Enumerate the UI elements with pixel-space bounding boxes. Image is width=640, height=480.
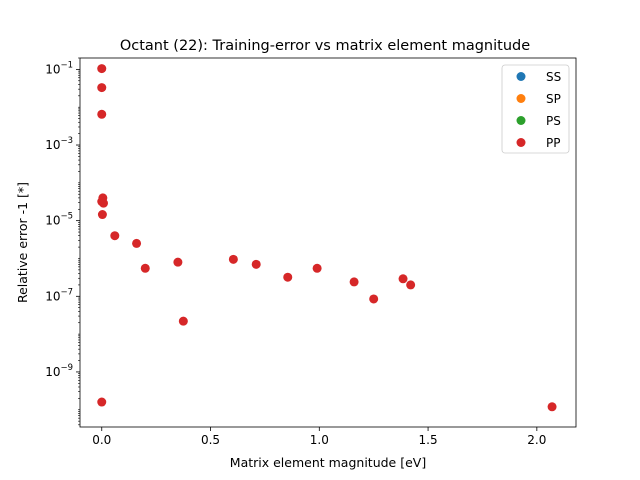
data-point-pp [97, 397, 107, 407]
data-point-pp [97, 83, 107, 93]
y-tick-label: 10−1 [45, 60, 73, 76]
data-point-pp [110, 231, 120, 241]
data-point-pp [98, 198, 108, 208]
y-tick-base: 10 [45, 365, 60, 379]
data-point-pp [173, 257, 183, 267]
y-tick-label: 10−7 [45, 287, 73, 303]
legend-marker-ss [516, 72, 526, 81]
data-point-pp [349, 277, 359, 287]
x-tick-label: 0.0 [92, 433, 111, 447]
y-axis-label: Relative error -1 [*] [15, 182, 30, 303]
y-tick-label: 10−9 [45, 363, 73, 379]
legend-label-ps: PS [546, 114, 561, 128]
y-tick-base: 10 [45, 138, 60, 152]
data-point-pp [251, 259, 261, 269]
x-tick-label: 2.0 [527, 433, 546, 447]
data-point-pp [283, 272, 293, 282]
plot-area [80, 58, 576, 427]
y-tick-exponent: −1 [60, 60, 73, 70]
data-point-pp [178, 316, 188, 326]
x-axis-ticks: 0.0 0.5 1.0 1.5 2.0 [92, 427, 546, 447]
data-points [97, 64, 557, 412]
data-point-pp [140, 263, 150, 273]
legend-marker-ps [516, 116, 526, 125]
legend-marker-sp [516, 94, 526, 103]
y-tick-base: 10 [45, 289, 60, 303]
plot-frame [79, 57, 577, 428]
x-axis-label: Matrix element magnitude [eV] [230, 455, 426, 470]
y-tick-base: 10 [45, 62, 60, 76]
x-tick-label: 1.0 [310, 433, 329, 447]
legend-marker-pp [516, 138, 526, 147]
x-tick-label: 1.5 [419, 433, 438, 447]
chart-title: Octant (22): Training-error vs matrix el… [120, 38, 530, 54]
legend-label-sp: SP [546, 92, 561, 106]
legend-label-ss: SS [546, 70, 561, 84]
legend-box [501, 64, 570, 154]
legend: SS SP PS PP [501, 64, 570, 154]
y-tick-label: 10−3 [45, 136, 73, 152]
data-point-pp [132, 238, 142, 248]
data-point-pp [547, 402, 557, 412]
legend-label-pp: PP [546, 136, 560, 150]
data-point-pp [228, 254, 238, 264]
y-tick-label: 10−5 [45, 212, 73, 228]
data-point-pp [97, 210, 107, 220]
y-tick-exponent: −3 [60, 136, 73, 146]
x-tick-label: 0.5 [201, 433, 220, 447]
y-tick-exponent: −5 [60, 212, 73, 222]
y-tick-base: 10 [45, 214, 60, 228]
y-tick-exponent: −7 [60, 287, 73, 297]
data-point-pp [312, 263, 322, 273]
y-axis-ticks: 10−910−710−510−310−1 [45, 57, 80, 426]
data-point-pp [398, 274, 408, 284]
data-point-pp [406, 280, 416, 290]
y-tick-exponent: −9 [60, 363, 73, 373]
data-point-pp [97, 109, 107, 119]
data-point-pp [97, 64, 107, 74]
data-point-pp [369, 294, 379, 304]
